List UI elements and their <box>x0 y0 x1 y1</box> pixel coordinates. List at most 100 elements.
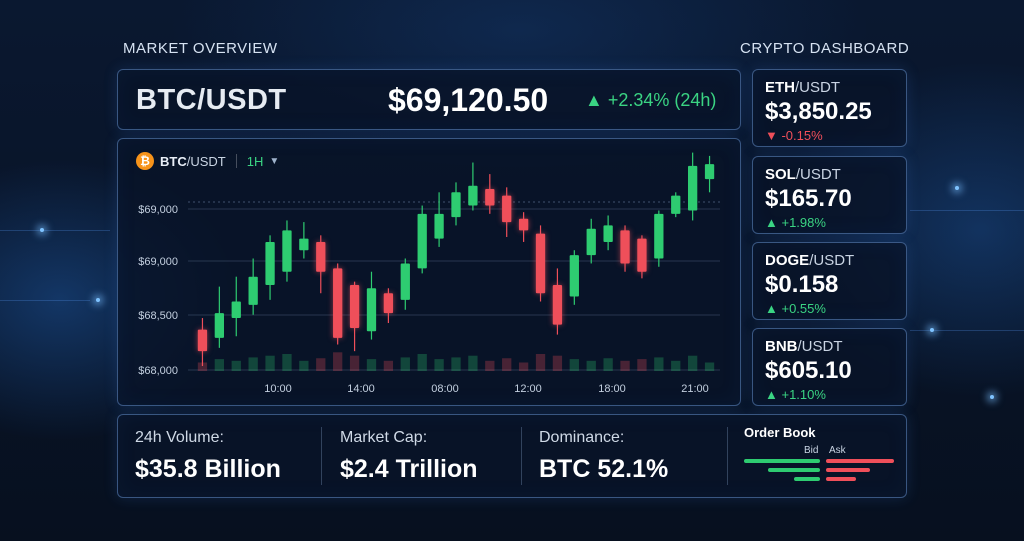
candle-body <box>349 284 360 328</box>
order-book-ask-label: Ask <box>829 445 846 456</box>
stat-value: BTC 52.1% <box>539 455 669 483</box>
background-line <box>0 300 90 301</box>
candle-body <box>704 164 715 180</box>
ticker-price: $0.158 <box>765 271 839 298</box>
interval-selector[interactable]: 1H <box>246 153 264 169</box>
candle-body <box>383 293 394 314</box>
volume-bar <box>383 360 394 371</box>
volume-bar <box>603 358 613 371</box>
volume-bar <box>654 357 664 371</box>
candle-body <box>197 329 208 352</box>
candle-body <box>687 165 698 211</box>
candle-body <box>603 225 613 242</box>
candle-body <box>231 301 241 319</box>
main-price: $69,120.50 <box>388 82 549 118</box>
volume-bar <box>535 354 546 371</box>
volume-bar <box>349 355 360 371</box>
chevron-down-icon[interactable]: ▼ <box>269 155 280 167</box>
ticker-base: ETH <box>765 79 795 96</box>
order-book-title[interactable]: Order Book <box>744 425 816 440</box>
chart-pair-quote: /USDT <box>186 153 226 169</box>
candle-body <box>552 284 563 325</box>
volume-bar <box>316 358 326 371</box>
candle-body <box>569 255 579 297</box>
volume-bar <box>248 357 258 371</box>
candle-body <box>586 228 596 256</box>
y-tick-label: $69,000 <box>138 204 178 216</box>
order-book-ask-bar <box>826 477 856 481</box>
candle-body <box>518 218 529 231</box>
candle-body <box>333 268 343 338</box>
bitcoin-icon: ₿ <box>136 152 154 170</box>
order-book-bid-label: Bid <box>804 445 819 456</box>
candle-body <box>468 185 478 206</box>
volume-bar <box>197 362 208 371</box>
price-chart-panel[interactable]: ₿ BTC/USDT 1H ▼ $69,000 $69,000 $68,500 $68… <box>117 138 741 406</box>
candle-body <box>248 276 258 305</box>
candle-body <box>265 241 275 285</box>
candle-body <box>535 233 546 294</box>
background-line <box>0 230 110 231</box>
volume-bar <box>552 355 563 371</box>
stat-value: $2.4 Trillion <box>340 455 478 483</box>
x-tick-label: 10:00 <box>264 383 292 395</box>
candle-body <box>654 213 664 259</box>
volume-bar <box>417 354 427 371</box>
stat-label: Market Cap: <box>340 429 428 446</box>
ticker-change: ▲ +0.55% <box>765 301 826 316</box>
candle-body <box>282 230 292 272</box>
candlestick-chart[interactable]: $69,000 $69,000 $68,500 $68,000 10:00 14:00 08… <box>118 139 740 405</box>
ticker-card-doge[interactable]: DOGE/USDT $0.158 ▲ +0.55% <box>752 242 907 320</box>
volume-bar <box>231 360 241 371</box>
volume-bar <box>569 359 579 371</box>
volume-bar <box>502 358 512 371</box>
volume-bar <box>637 359 647 371</box>
ticker-base: BNB <box>765 338 798 355</box>
volume-bar <box>468 355 478 371</box>
candle-body <box>316 241 326 272</box>
ticker-quote: /USDT <box>795 166 841 183</box>
y-tick-label: $68,500 <box>138 310 178 322</box>
ticker-symbol: ETH/USDT <box>765 79 840 96</box>
candle-body <box>214 313 225 338</box>
volume-bar <box>518 362 529 371</box>
stat-label: 24h Volume: <box>135 429 224 446</box>
ticker-change: ▲ +1.10% <box>765 387 826 402</box>
crypto-dashboard-label: CRYPTO DASHBOARD <box>740 40 910 57</box>
ticker-change: ▲ +1.98% <box>765 215 826 230</box>
volume-bar <box>366 359 377 371</box>
divider <box>727 427 728 485</box>
ticker-price: $3,850.25 <box>765 98 872 125</box>
divider <box>521 427 522 485</box>
x-tick-label: 08:00 <box>431 383 459 395</box>
divider <box>235 154 237 168</box>
candle-body <box>502 195 512 223</box>
candle-body <box>299 238 309 251</box>
main-pair-title: BTC/USDT <box>136 84 287 116</box>
stat-value: $35.8 Billion <box>135 455 281 483</box>
volume-bar <box>400 357 410 371</box>
candle-body <box>451 192 461 218</box>
stat-24h-volume: 24h Volume: $35.8 Billion <box>135 429 281 484</box>
volume-bar <box>704 362 715 371</box>
chart-pair-base: BTC <box>160 153 187 169</box>
ticker-quote: /USDT <box>795 79 840 96</box>
volume-bar <box>299 360 309 371</box>
candle-body <box>637 238 647 272</box>
order-book-ask-bar <box>826 459 894 463</box>
ticker-card-sol[interactable]: SOL/USDT $165.70 ▲ +1.98% <box>752 156 907 234</box>
volume-bar <box>214 359 225 371</box>
volume-bar <box>586 360 596 371</box>
ticker-base: SOL <box>765 166 796 183</box>
ticker-card-bnb[interactable]: BNB/USDT $605.10 ▲ +1.10% <box>752 328 907 406</box>
main-ticker-panel[interactable]: BTC/USDT $69,120.50 ▲ +2.34% (24h) <box>117 69 741 130</box>
volume-bar <box>451 357 461 371</box>
glow-dot <box>930 328 934 332</box>
volume-bar <box>265 355 275 371</box>
ticker-quote: /USDT <box>797 338 843 355</box>
glow-dot <box>990 395 994 399</box>
ticker-card-eth[interactable]: ETH/USDT $3,850.25 ▼ -0.15% <box>752 69 907 147</box>
main-change: ▲ +2.34% (24h) <box>585 90 717 110</box>
candle-body <box>671 195 681 214</box>
ticker-symbol: SOL/USDT <box>765 166 841 183</box>
